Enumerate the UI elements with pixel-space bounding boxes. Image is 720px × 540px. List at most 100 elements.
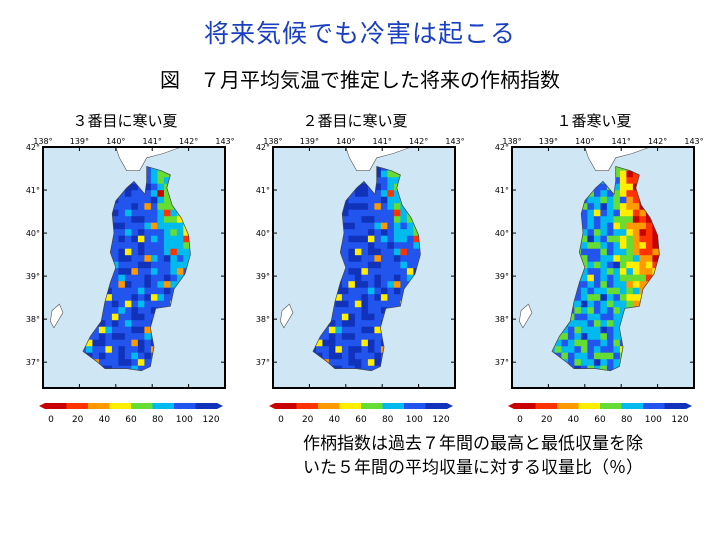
grid-cell xyxy=(348,268,356,275)
grid-cell xyxy=(118,287,126,295)
grid-cell xyxy=(606,261,614,269)
grid-cell xyxy=(645,216,653,223)
grid-cell xyxy=(574,339,582,347)
grid-cell xyxy=(600,268,608,275)
grid-cell xyxy=(157,183,165,191)
grid-cell xyxy=(131,209,139,217)
grid-cell xyxy=(144,274,152,282)
grid-cell xyxy=(341,235,349,243)
grid-cell xyxy=(593,307,601,314)
grid-cell xyxy=(593,346,601,353)
grid-cell xyxy=(361,294,369,301)
note-line-1: 作柄指数は過去７年間の最高と最低収量を除 xyxy=(303,434,643,454)
grid-cell xyxy=(600,248,608,256)
grid-cell xyxy=(118,300,126,308)
grid-cell xyxy=(367,190,375,197)
colorbar-arrow-low xyxy=(508,403,514,409)
grid-cell xyxy=(157,300,165,308)
grid-cell xyxy=(361,352,369,360)
grid-cell xyxy=(374,177,382,184)
grid-cell xyxy=(144,261,152,269)
grid-cell xyxy=(600,255,608,262)
grid-cell xyxy=(587,196,595,204)
grid-cell xyxy=(606,196,614,204)
grid-cell xyxy=(600,346,608,353)
grid-cell xyxy=(367,320,375,327)
grid-cell xyxy=(587,352,595,360)
grid-cell xyxy=(163,196,171,204)
grid-cell xyxy=(150,294,158,301)
lat-tick-label: 38° xyxy=(256,315,270,324)
grid-cell xyxy=(354,339,362,347)
grid-cell xyxy=(600,196,608,204)
grid-cell xyxy=(593,222,601,230)
grid-cell xyxy=(374,222,382,230)
grid-cell xyxy=(374,300,382,308)
colorbar-segment xyxy=(131,403,153,409)
grid-cell xyxy=(380,248,388,256)
grid-cell xyxy=(632,177,640,184)
grid-cell xyxy=(587,326,595,334)
grid-cell xyxy=(374,313,382,321)
grid-cell xyxy=(131,248,139,256)
grid-cell xyxy=(567,339,575,347)
grid-cell xyxy=(348,300,356,308)
grid-cell xyxy=(593,242,601,249)
grid-cell xyxy=(387,281,395,288)
grid-cell xyxy=(131,268,139,275)
grid-cell xyxy=(387,255,395,262)
lon-tick-label: 142° xyxy=(409,137,428,146)
grid-cell xyxy=(335,352,343,360)
lat-tick-label: 42° xyxy=(495,143,509,152)
grid-cell xyxy=(413,235,421,243)
grid-cell xyxy=(574,313,582,321)
grid-cell xyxy=(600,313,608,321)
grid-cell xyxy=(163,209,171,217)
grid-cell xyxy=(393,255,401,262)
grid-cell xyxy=(131,222,139,230)
sado-island xyxy=(49,303,64,329)
grid-cell xyxy=(593,248,601,256)
grid-cell xyxy=(374,320,382,327)
grid-cell xyxy=(118,203,126,210)
grid-cell xyxy=(406,268,414,275)
grid-cell xyxy=(124,346,132,353)
grid-cell xyxy=(150,300,158,308)
grid-cell xyxy=(587,281,595,288)
grid-cell xyxy=(144,209,152,217)
grid-cell xyxy=(613,209,621,217)
grid-cell xyxy=(163,190,171,197)
grid-cell xyxy=(361,183,369,191)
grid-cell xyxy=(131,281,139,288)
grid-cell xyxy=(613,196,621,204)
grid-cell xyxy=(374,255,382,262)
grid-cell xyxy=(137,365,145,371)
grid-cell xyxy=(613,177,621,184)
grid-cell xyxy=(387,222,395,230)
grid-cell xyxy=(322,333,330,340)
grid-cell xyxy=(406,216,414,223)
grid-cell xyxy=(144,333,152,340)
grid-cell xyxy=(626,300,634,308)
grid-cell xyxy=(613,190,621,197)
grid-cell xyxy=(170,274,178,282)
grid-cell xyxy=(593,255,601,262)
grid-cell xyxy=(124,352,132,360)
colorbar-segment xyxy=(621,403,644,409)
grid-cell xyxy=(157,274,165,282)
grid-cell xyxy=(354,183,362,191)
grid-cell xyxy=(131,229,139,236)
grid-cell xyxy=(606,294,614,301)
grid-cell xyxy=(367,248,375,256)
grid-cell xyxy=(137,307,145,314)
grid-cell xyxy=(341,203,349,210)
grid-cell xyxy=(587,222,595,230)
grid-cell xyxy=(367,281,375,288)
grid-cell xyxy=(341,281,349,288)
grid-cell xyxy=(131,365,139,371)
grid-cell xyxy=(131,359,139,366)
grid-cell xyxy=(111,300,119,308)
grid-cell xyxy=(613,183,621,191)
grid-cell xyxy=(645,242,653,249)
hokkaido-land xyxy=(345,146,412,172)
